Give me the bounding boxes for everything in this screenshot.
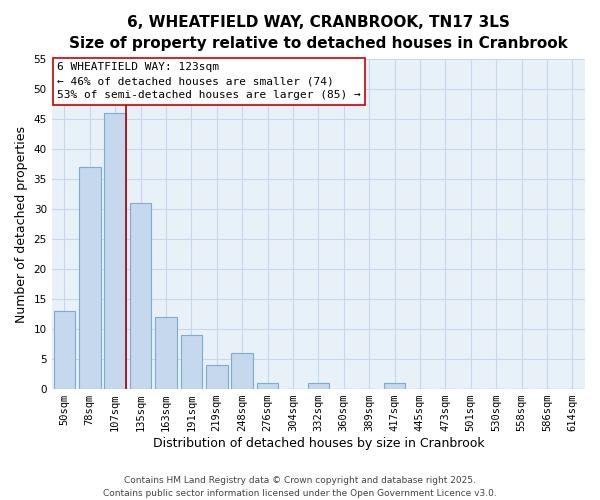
Bar: [155, 317, 177, 389]
Bar: [308, 383, 329, 389]
Text: 6 WHEATFIELD WAY: 123sqm
← 46% of detached houses are smaller (74)
53% of semi-d: 6 WHEATFIELD WAY: 123sqm ← 46% of detach…: [57, 62, 361, 100]
X-axis label: Distribution of detached houses by size in Cranbrook: Distribution of detached houses by size …: [152, 437, 484, 450]
Bar: [257, 383, 278, 389]
Bar: [384, 383, 406, 389]
Bar: [130, 203, 151, 389]
Y-axis label: Number of detached properties: Number of detached properties: [15, 126, 28, 322]
Bar: [53, 311, 75, 389]
Bar: [206, 365, 227, 389]
Bar: [104, 113, 126, 389]
Bar: [181, 335, 202, 389]
Bar: [79, 167, 101, 389]
Bar: [232, 353, 253, 389]
Title: 6, WHEATFIELD WAY, CRANBROOK, TN17 3LS
Size of property relative to detached hou: 6, WHEATFIELD WAY, CRANBROOK, TN17 3LS S…: [69, 15, 568, 51]
Text: Contains HM Land Registry data © Crown copyright and database right 2025.
Contai: Contains HM Land Registry data © Crown c…: [103, 476, 497, 498]
